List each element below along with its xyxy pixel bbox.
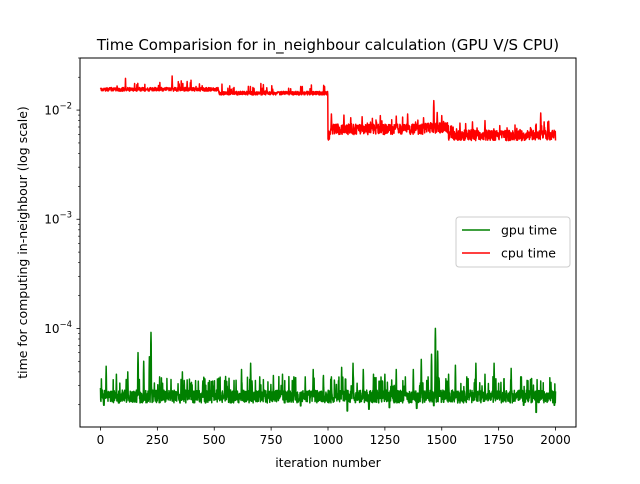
legend: gpu time cpu time (455, 216, 571, 268)
y-axis: 10−4 10−3 10−2 (44, 57, 80, 406)
x-tick-label: 2000 (540, 433, 571, 447)
x-tick-label: 1000 (313, 433, 344, 447)
legend-label-cpu-time: cpu time (501, 246, 556, 261)
chart-title: Time Comparision for in_neighbour calcul… (96, 36, 559, 55)
x-axis: 0 250 500 750 1000 1250 1500 1750 2000 (97, 427, 571, 447)
legend-label-gpu-time: gpu time (501, 223, 557, 238)
x-axis-label: iteration number (275, 455, 381, 470)
series-line-gpu-time (99, 327, 557, 414)
y-axis-label: time for computing in-neighbour (log sca… (15, 106, 30, 379)
series-line-cpu-time (99, 75, 557, 142)
x-tick-label: 500 (203, 433, 226, 447)
x-tick-label: 1250 (370, 433, 401, 447)
y-tick-label: 10−3 (44, 211, 72, 227)
y-tick-label: 10−2 (44, 102, 72, 118)
x-tick-label: 0 (97, 433, 105, 447)
x-tick-label: 250 (146, 433, 169, 447)
y-tick-label: 10−4 (44, 320, 72, 336)
x-tick-label: 1750 (483, 433, 514, 447)
x-tick-label: 1500 (426, 433, 457, 447)
series-layer (99, 75, 557, 414)
x-tick-label: 750 (260, 433, 283, 447)
